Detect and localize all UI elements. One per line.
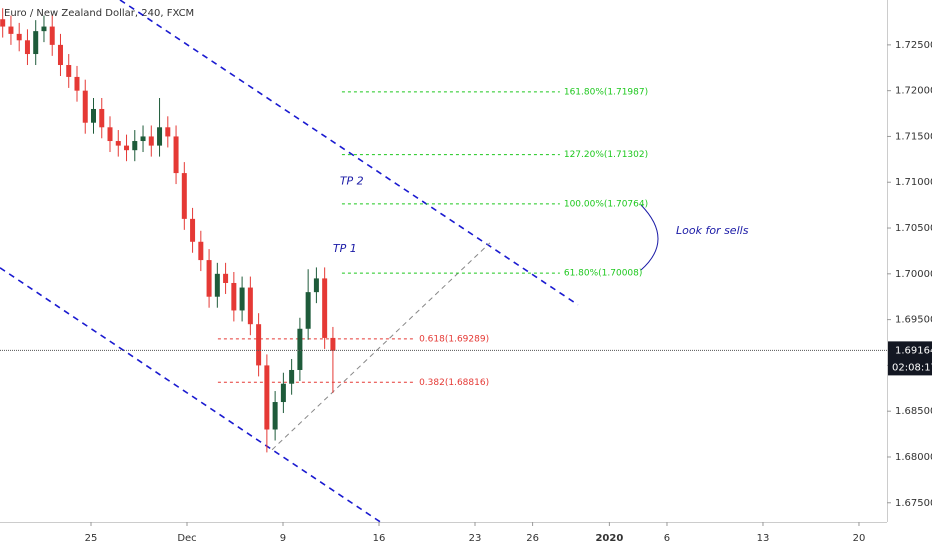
candle-body [90,108,96,123]
candle-body [181,173,187,219]
x-tick-label: 6 [664,533,670,544]
candle-body [247,287,253,325]
candle-body [41,26,47,32]
candle-body [231,282,237,311]
current-price-box [888,341,932,376]
candle-body [16,33,22,41]
x-tick-label: 9 [280,533,286,544]
y-tick-label: 1.72500 [895,40,932,51]
candle-body [82,90,88,123]
candle-body [214,273,220,297]
y-tick-label: 1.68000 [895,452,932,463]
y-tick-label: 1.68500 [895,406,932,417]
candle-body [322,278,328,338]
fib-label: 161.80%(1.71987) [564,87,648,97]
annotation: TP 1 [333,242,357,255]
candle-body [157,127,163,146]
candle-body [132,141,138,151]
candle-body [305,292,311,329]
candle-body [289,369,295,384]
y-tick-label: 1.72000 [895,86,932,97]
candle-body [173,136,179,174]
candle-body [0,19,6,27]
y-tick-label: 1.70500 [895,223,932,234]
x-tick-label: 16 [373,533,386,544]
candle-body [140,136,146,142]
candle-body [66,65,72,77]
candle-body [264,365,270,430]
countdown: 02:08:17 [892,362,932,373]
candle-body [206,260,212,297]
fib-label: 0.618(1.69289) [419,334,489,344]
fib-label: 0.382(1.68816) [419,378,489,388]
annotation: Look for sells [676,224,749,237]
x-tick-label: Dec [177,533,196,544]
y-tick-label: 1.69500 [895,315,932,326]
x-tick-label: 23 [469,533,482,544]
annotation: TP 2 [340,174,364,187]
candle-body [57,44,63,66]
candle-body [330,337,336,351]
candle-body [115,141,121,146]
x-tick-label: 26 [526,533,539,544]
arc-arrow [640,204,659,271]
x-tick-label: 25 [85,533,98,544]
candle-body [148,136,154,146]
candle-body [49,26,55,45]
chart-title: Euro / New Zealand Dollar, 240, FXCM [4,8,194,19]
candle-body [239,287,245,311]
y-tick-label: 1.67500 [895,498,932,509]
candle-body [280,383,286,403]
y-tick-label: 1.71500 [895,131,932,142]
y-tick-label: 1.71000 [895,177,932,188]
candle-body [165,127,171,137]
candle-body [223,273,229,283]
x-tick-label: 20 [853,533,866,544]
candle-body [272,402,278,430]
candle-body [313,278,319,293]
candle-body [198,241,204,261]
candle-body [33,31,39,55]
fib-label: 100.00%(1.70764) [564,199,648,209]
candle-body [297,328,303,370]
y-tick-label: 1.70000 [895,269,932,280]
candle-body [99,108,105,128]
fib-label: 61.80%(1.70008) [564,269,643,279]
candle-body [24,40,30,55]
candle-body [107,127,113,142]
x-tick-label: 13 [757,533,770,544]
candle-body [124,145,130,151]
fib-label: 127.20%(1.71302) [564,150,648,160]
candle-body [190,218,196,242]
x-tick-label: 2020 [595,533,623,544]
current-price-label: 1.69164 [895,345,932,356]
candle-body [8,26,14,34]
trendline [119,0,579,306]
candle-body [74,76,80,91]
candle-body [256,324,262,366]
